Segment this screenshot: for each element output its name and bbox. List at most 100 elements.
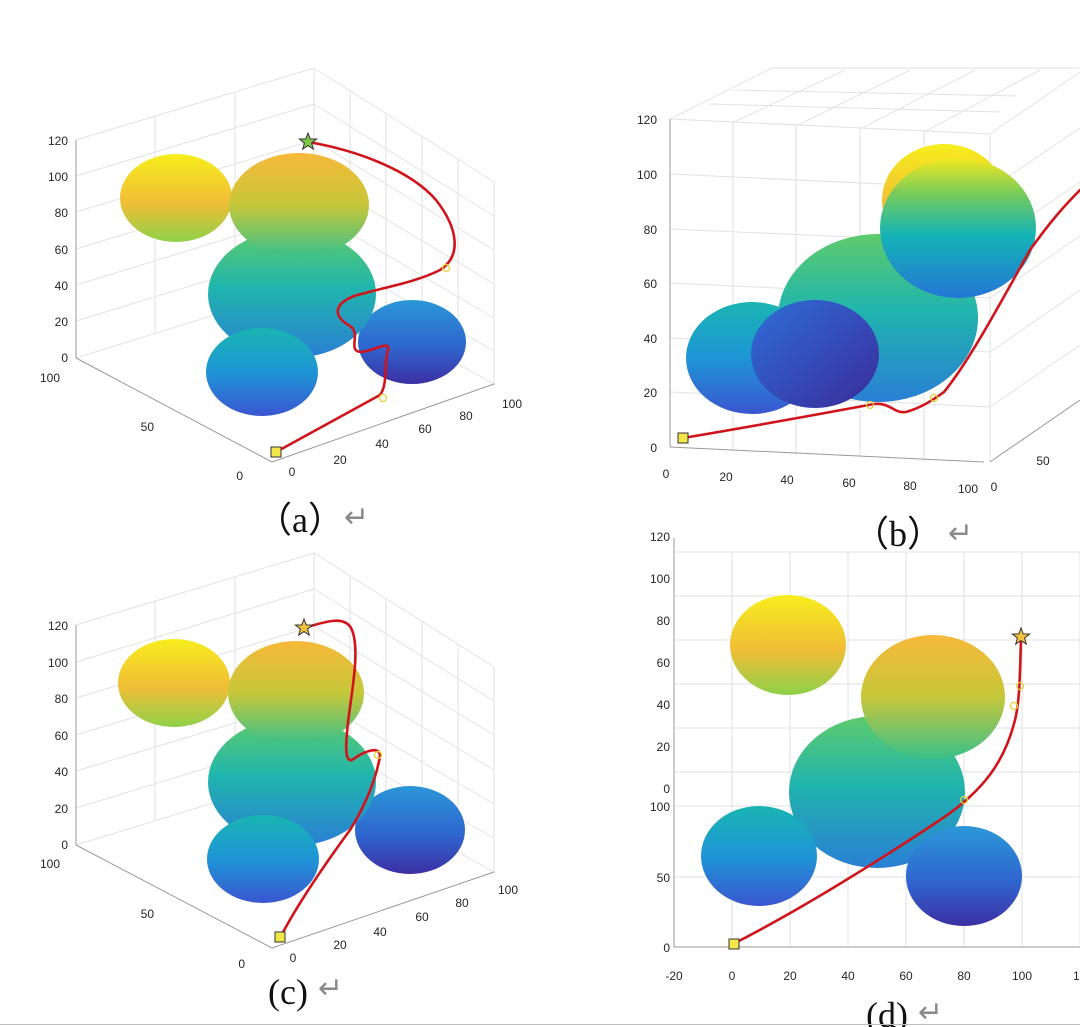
start-marker xyxy=(270,446,282,458)
z-tick: 120 xyxy=(637,113,657,127)
caption-a: （a） xyxy=(256,500,344,540)
return-mark: ↵ xyxy=(918,995,943,1027)
z-tick: 80 xyxy=(644,223,658,237)
panel-c-z-ticks: 120 100 80 60 40 20 0 xyxy=(48,619,68,852)
z-tick: 40 xyxy=(55,765,69,779)
panel-d-obstacles xyxy=(701,595,1022,926)
x-tick: 80 xyxy=(903,479,917,493)
panel-c-x-ticks: 0 20 40 60 80 100 xyxy=(290,883,519,965)
x-tick: 100 xyxy=(1012,969,1032,983)
y-tick: 0 xyxy=(991,480,998,494)
obstacle-sphere xyxy=(208,718,376,846)
x-tick: 0 xyxy=(290,951,297,965)
x-tick: 80 xyxy=(455,896,469,910)
x-tick: 40 xyxy=(375,437,389,451)
z-tick: 60 xyxy=(644,277,658,291)
panel-d-x-ticks: -20 0 20 40 60 80 100 12 xyxy=(665,969,1080,983)
obstacle-sphere xyxy=(358,300,466,384)
obstacle-sphere xyxy=(206,328,318,416)
x-tick: 60 xyxy=(899,969,913,983)
obstacle-sphere xyxy=(207,815,319,903)
obstacle-sphere xyxy=(120,154,232,242)
panel-b-y-ticks: 0 50 xyxy=(991,454,1050,494)
obstacle-sphere xyxy=(355,786,465,874)
obstacle-sphere xyxy=(228,641,364,745)
panel-a-axes xyxy=(75,140,495,463)
panel-d-z-ticks: 120 100 80 60 40 20 0 xyxy=(650,530,670,796)
caption-d: (d) xyxy=(866,995,908,1027)
z-tick: 60 xyxy=(55,243,69,257)
waypoint-markers xyxy=(378,263,451,403)
z-tick: 40 xyxy=(657,698,671,712)
x-tick: 20 xyxy=(333,938,347,952)
panel-c-axes xyxy=(75,625,495,949)
return-mark: ↵ xyxy=(948,516,973,551)
y-tick: 100 xyxy=(40,857,60,871)
panel-d-y-ticks: 100 50 0 xyxy=(650,800,670,955)
waypoint-markers xyxy=(959,681,1025,805)
z-tick: 100 xyxy=(48,170,68,184)
return-mark: ↵ xyxy=(318,971,343,1006)
x-tick: 40 xyxy=(780,473,794,487)
x-tick: 40 xyxy=(373,925,387,939)
planned-path xyxy=(279,619,382,938)
z-tick: 60 xyxy=(657,656,671,670)
z-tick: 20 xyxy=(55,315,69,329)
x-tick: 60 xyxy=(418,422,432,436)
panel-c-y-ticks: 100 50 0 xyxy=(40,857,245,971)
goal-star xyxy=(294,617,314,637)
z-tick: 40 xyxy=(55,279,69,293)
planned-path xyxy=(731,636,1023,946)
x-tick: -20 xyxy=(665,969,683,983)
panel-c-grid xyxy=(75,552,495,873)
x-tick: 100 xyxy=(502,397,522,411)
panel-b-axes xyxy=(669,119,1080,463)
panel-a-x-ticks: 0 20 40 60 80 100 xyxy=(289,397,523,479)
panel-b: 120 100 80 60 40 20 0 0 20 40 60 80 100 … xyxy=(637,67,1080,554)
waypoint-markers xyxy=(373,750,383,760)
z-tick: 20 xyxy=(657,740,671,754)
x-tick: 100 xyxy=(958,482,978,496)
z-tick: 20 xyxy=(644,386,658,400)
z-tick: 20 xyxy=(55,802,69,816)
z-tick: 60 xyxy=(55,729,69,743)
z-tick: 100 xyxy=(48,656,68,670)
obstacle-sphere xyxy=(906,826,1022,926)
x-tick: 20 xyxy=(333,453,347,467)
x-tick: 20 xyxy=(783,969,797,983)
z-tick: 100 xyxy=(637,168,657,182)
panel-c: 120 100 80 60 40 20 0 100 50 0 0 20 40 6… xyxy=(40,552,519,1012)
z-tick: 80 xyxy=(55,206,69,220)
obstacle-sphere xyxy=(208,230,376,358)
planned-path xyxy=(681,188,1080,440)
x-tick: 80 xyxy=(957,969,971,983)
panel-d: 120 100 80 60 40 20 0 100 50 0 -20 0 20 … xyxy=(650,530,1080,1027)
x-tick: 0 xyxy=(663,467,670,481)
start-marker xyxy=(728,938,740,950)
x-tick: 60 xyxy=(842,476,856,490)
obstacle-sphere xyxy=(701,806,817,906)
obstacle-sphere xyxy=(880,158,1036,298)
x-tick: 0 xyxy=(289,465,296,479)
z-tick: 40 xyxy=(644,332,658,346)
y-tick: 50 xyxy=(657,871,671,885)
z-tick: 80 xyxy=(657,614,671,628)
goal-star xyxy=(1011,626,1031,646)
obstacle-sphere xyxy=(118,639,230,727)
x-tick: 20 xyxy=(719,470,733,484)
y-tick: 0 xyxy=(236,469,243,483)
obstacle-sphere xyxy=(861,635,1005,759)
panel-b-x-ticks: 0 20 40 60 80 100 xyxy=(663,467,979,496)
z-tick: 120 xyxy=(650,530,670,544)
start-marker xyxy=(677,432,689,444)
y-tick: 50 xyxy=(141,907,155,921)
x-tick: 100 xyxy=(498,883,518,897)
y-tick: 0 xyxy=(238,957,245,971)
panel-a: 120 100 80 60 40 20 0 100 50 0 0 20 40 6… xyxy=(40,67,523,540)
obstacle-sphere xyxy=(730,595,846,695)
z-tick: 0 xyxy=(663,782,670,796)
panel-a-obstacles xyxy=(120,153,466,416)
panel-d-axes xyxy=(673,538,1080,948)
y-tick: 0 xyxy=(663,941,670,955)
